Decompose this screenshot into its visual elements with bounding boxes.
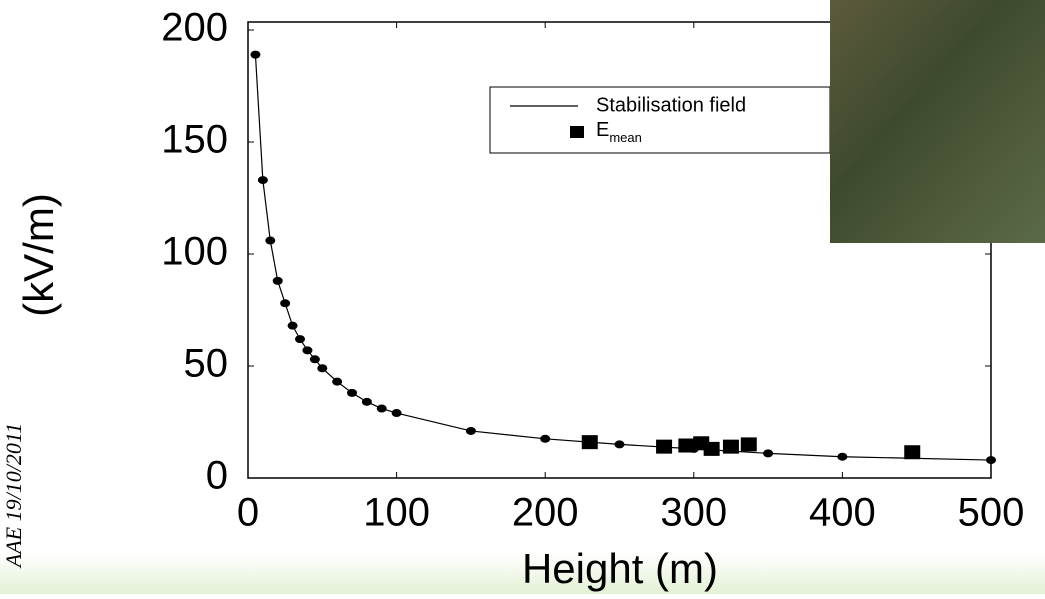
y-axis-title: (kV/m) [15,193,62,317]
legend-label-main: E [596,119,609,141]
x-axis-title: Height (m) [522,545,718,592]
field-point [250,50,261,59]
emean-point [904,445,921,460]
field-point [614,440,625,449]
field-point [361,397,372,406]
x-tick-label: 0 [237,491,259,535]
y-tick-label: 50 [184,342,229,386]
field-point [272,276,283,285]
emean-point [703,441,720,456]
field-point [265,236,276,245]
emean-point [656,439,673,454]
field-point [465,426,476,435]
field-point [280,299,291,308]
emean-point [678,438,695,453]
field-point [347,388,358,397]
plot-frame [247,21,992,479]
field-point [986,456,996,465]
field-point [257,176,268,185]
emean-point [581,435,598,450]
x-tick-label: 500 [958,491,1025,535]
x-tick-label: 100 [363,491,430,535]
legend-label: Stabilisation field [596,94,746,116]
y-tick-label: 200 [161,6,228,50]
field-point [302,346,313,355]
y-tick-label: 100 [161,230,228,274]
x-tick-label: 400 [809,491,876,535]
y-tick-label: 150 [161,118,228,162]
x-tick-label: 200 [512,491,579,535]
legend-label-subscript: mean [609,130,642,145]
photo [830,0,1045,243]
footer-band [0,552,1045,594]
legend-square [570,126,584,138]
emean-point [722,439,739,454]
field-point [540,434,551,443]
field-point [332,377,343,386]
field-point [295,335,306,344]
field-point [309,355,320,364]
legend-label: Emean [596,119,642,145]
y-tick-label: 0 [206,454,228,498]
field-point [287,321,298,330]
field-point [763,449,774,458]
date-note: AAE 19/10/2011 [1,423,26,569]
field-point [376,404,387,413]
field-point [837,452,848,461]
field-point [317,364,328,373]
emean-point [740,437,757,452]
legend-box [489,86,831,154]
field-point [391,409,402,418]
x-tick-label: 300 [660,491,727,535]
